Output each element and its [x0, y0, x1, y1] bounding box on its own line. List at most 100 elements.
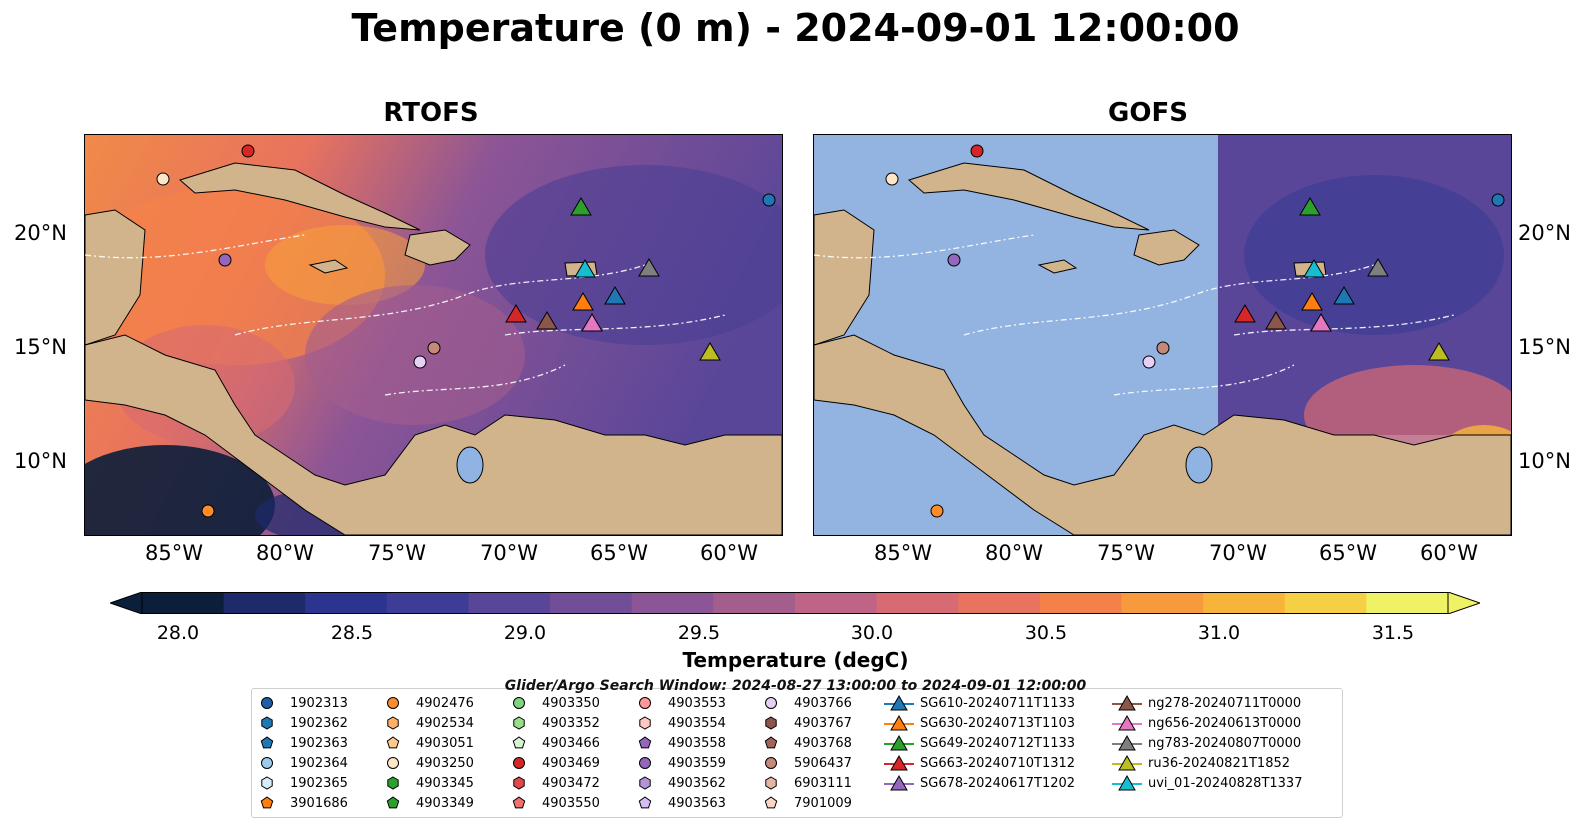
legend-item: SG610-20240711T1133 [884, 693, 1075, 713]
legend-item-label: 5906437 [794, 755, 852, 771]
legend-item-label: 4903562 [668, 775, 726, 791]
colorbar-segment [795, 592, 878, 614]
legend-item: 1902363 [260, 733, 348, 753]
main-title: Temperature (0 m) - 2024-09-01 12:00:00 [351, 6, 1240, 50]
legend-item: uvi_01-20240828T1337 [1112, 773, 1302, 793]
legend-item-label: 4903767 [794, 715, 852, 731]
y-tick-left-2: 10°N [14, 449, 67, 473]
legend-item: ng278-20240711T0000 [1112, 693, 1301, 713]
legend-item-label: 4903472 [542, 775, 600, 791]
legend-item: 4903345 [386, 773, 474, 793]
colorbar-tick-5: 30.5 [1024, 622, 1068, 644]
legend-item-label: 4903350 [542, 695, 600, 711]
legend-item: 4903554 [638, 713, 726, 733]
legend-item-label: 4902534 [416, 715, 474, 731]
legend-item: SG678-20240617T1202 [884, 773, 1075, 793]
legend-item: 6903111 [764, 773, 852, 793]
legend-item: 1902364 [260, 753, 348, 773]
x-tick-right-1: 80°W [985, 541, 1043, 565]
colorbar [110, 592, 1480, 614]
legend-item: 4903550 [512, 793, 600, 813]
y-tick-right-0: 20°N [1518, 221, 1571, 245]
lake-maracaibo [1185, 446, 1213, 484]
legend-item: 4902534 [386, 713, 474, 733]
legend-item-label: 4903349 [416, 795, 474, 811]
legend-item: 1902365 [260, 773, 348, 793]
legend-item: 4903563 [638, 793, 726, 813]
y-tick-right-1: 15°N [1518, 335, 1571, 359]
land-jamaica [1037, 259, 1078, 274]
land-cuba [178, 162, 421, 231]
legend-item-label: 4903766 [794, 695, 852, 711]
legend-item-label: 7901009 [794, 795, 852, 811]
legend-item-label: 4903768 [794, 735, 852, 751]
legend-item: 3901686 [260, 793, 348, 813]
eez-boundaries [85, 234, 726, 396]
legend-item-label: ng783-20240807T0000 [1148, 735, 1302, 751]
legend-item-label: SG649-20240712T1133 [920, 735, 1076, 751]
x-tick-right-3: 70°W [1209, 541, 1267, 565]
colorbar-tick-2: 29.0 [503, 622, 547, 644]
map-rtofs [84, 134, 783, 536]
colorbar-segment [550, 592, 633, 614]
legend-item: ng656-20240613T0000 [1112, 713, 1301, 733]
land-cuba [907, 162, 1150, 231]
legend-item: 4903349 [386, 793, 474, 813]
land-central-south-america [814, 334, 1511, 535]
colorbar-tick-1: 28.5 [330, 622, 374, 644]
legend-item-label: 3901686 [290, 795, 348, 811]
x-tick-right-4: 65°W [1319, 541, 1377, 565]
legend-item-label: 1902364 [290, 755, 348, 771]
legend-item-label: 1902313 [290, 695, 348, 711]
colorbar-tick-7: 31.5 [1371, 622, 1415, 644]
legend-item-label: 4903554 [668, 715, 726, 731]
legend-item-label: 4903352 [542, 715, 600, 731]
colorbar-tick-6: 31.0 [1197, 622, 1241, 644]
y-tick-right-2: 10°N [1518, 449, 1571, 473]
legend-item: 4903553 [638, 693, 726, 713]
x-tick-left-2: 75°W [368, 541, 426, 565]
legend-item-label: 1902363 [290, 735, 348, 751]
legend-item-label: 1902362 [290, 715, 348, 731]
colorbar-tick-3: 29.5 [677, 622, 721, 644]
x-tick-right-5: 60°W [1420, 541, 1478, 565]
legend-item: 4903466 [512, 733, 600, 753]
x-tick-left-1: 80°W [256, 541, 314, 565]
legend-item-label: SG610-20240711T1133 [920, 695, 1076, 711]
x-tick-left-3: 70°W [480, 541, 538, 565]
colorbar-tick-4: 30.0 [850, 622, 894, 644]
legend-item: 4903768 [764, 733, 852, 753]
legend-item: SG663-20240710T1312 [884, 753, 1075, 773]
legend-item-label: 4903345 [416, 775, 474, 791]
legend-item: 4903562 [638, 773, 726, 793]
float-markers [885, 144, 1505, 518]
legend-item-label: SG678-20240617T1202 [920, 775, 1076, 791]
legend-item-label: 4903469 [542, 755, 600, 771]
map-gofs-canvas [814, 135, 1511, 535]
y-tick-left-0: 20°N [14, 221, 67, 245]
float-markers [156, 144, 776, 518]
panel-title-rtofs: RTOFS [383, 98, 479, 128]
colorbar-segment [1284, 592, 1367, 614]
legend-item: 4903250 [386, 753, 474, 773]
colorbar-segment [958, 592, 1041, 614]
legend-item: 4903472 [512, 773, 600, 793]
legend-item: SG630-20240713T1103 [884, 713, 1075, 733]
colorbar-border [141, 592, 1449, 614]
legend-item: ru36-20240821T1852 [1112, 753, 1290, 773]
colorbar-segment [468, 592, 551, 614]
y-tick-left-1: 15°N [14, 335, 67, 359]
colorbar-segment [1366, 592, 1449, 614]
land-jamaica [308, 259, 349, 274]
legend-item: 4903558 [638, 733, 726, 753]
legend-item-label: SG630-20240713T1103 [920, 715, 1076, 731]
map-rtofs-canvas [85, 135, 782, 535]
legend-item-label: 4903563 [668, 795, 726, 811]
colorbar-tick-0: 28.0 [156, 622, 200, 644]
colorbar-extend-max [1447, 592, 1480, 614]
legend-item: 4903350 [512, 693, 600, 713]
colorbar-segment [142, 592, 225, 614]
legend-item: 4903766 [764, 693, 852, 713]
x-tick-left-5: 60°W [700, 541, 758, 565]
legend-item: 4903352 [512, 713, 600, 733]
